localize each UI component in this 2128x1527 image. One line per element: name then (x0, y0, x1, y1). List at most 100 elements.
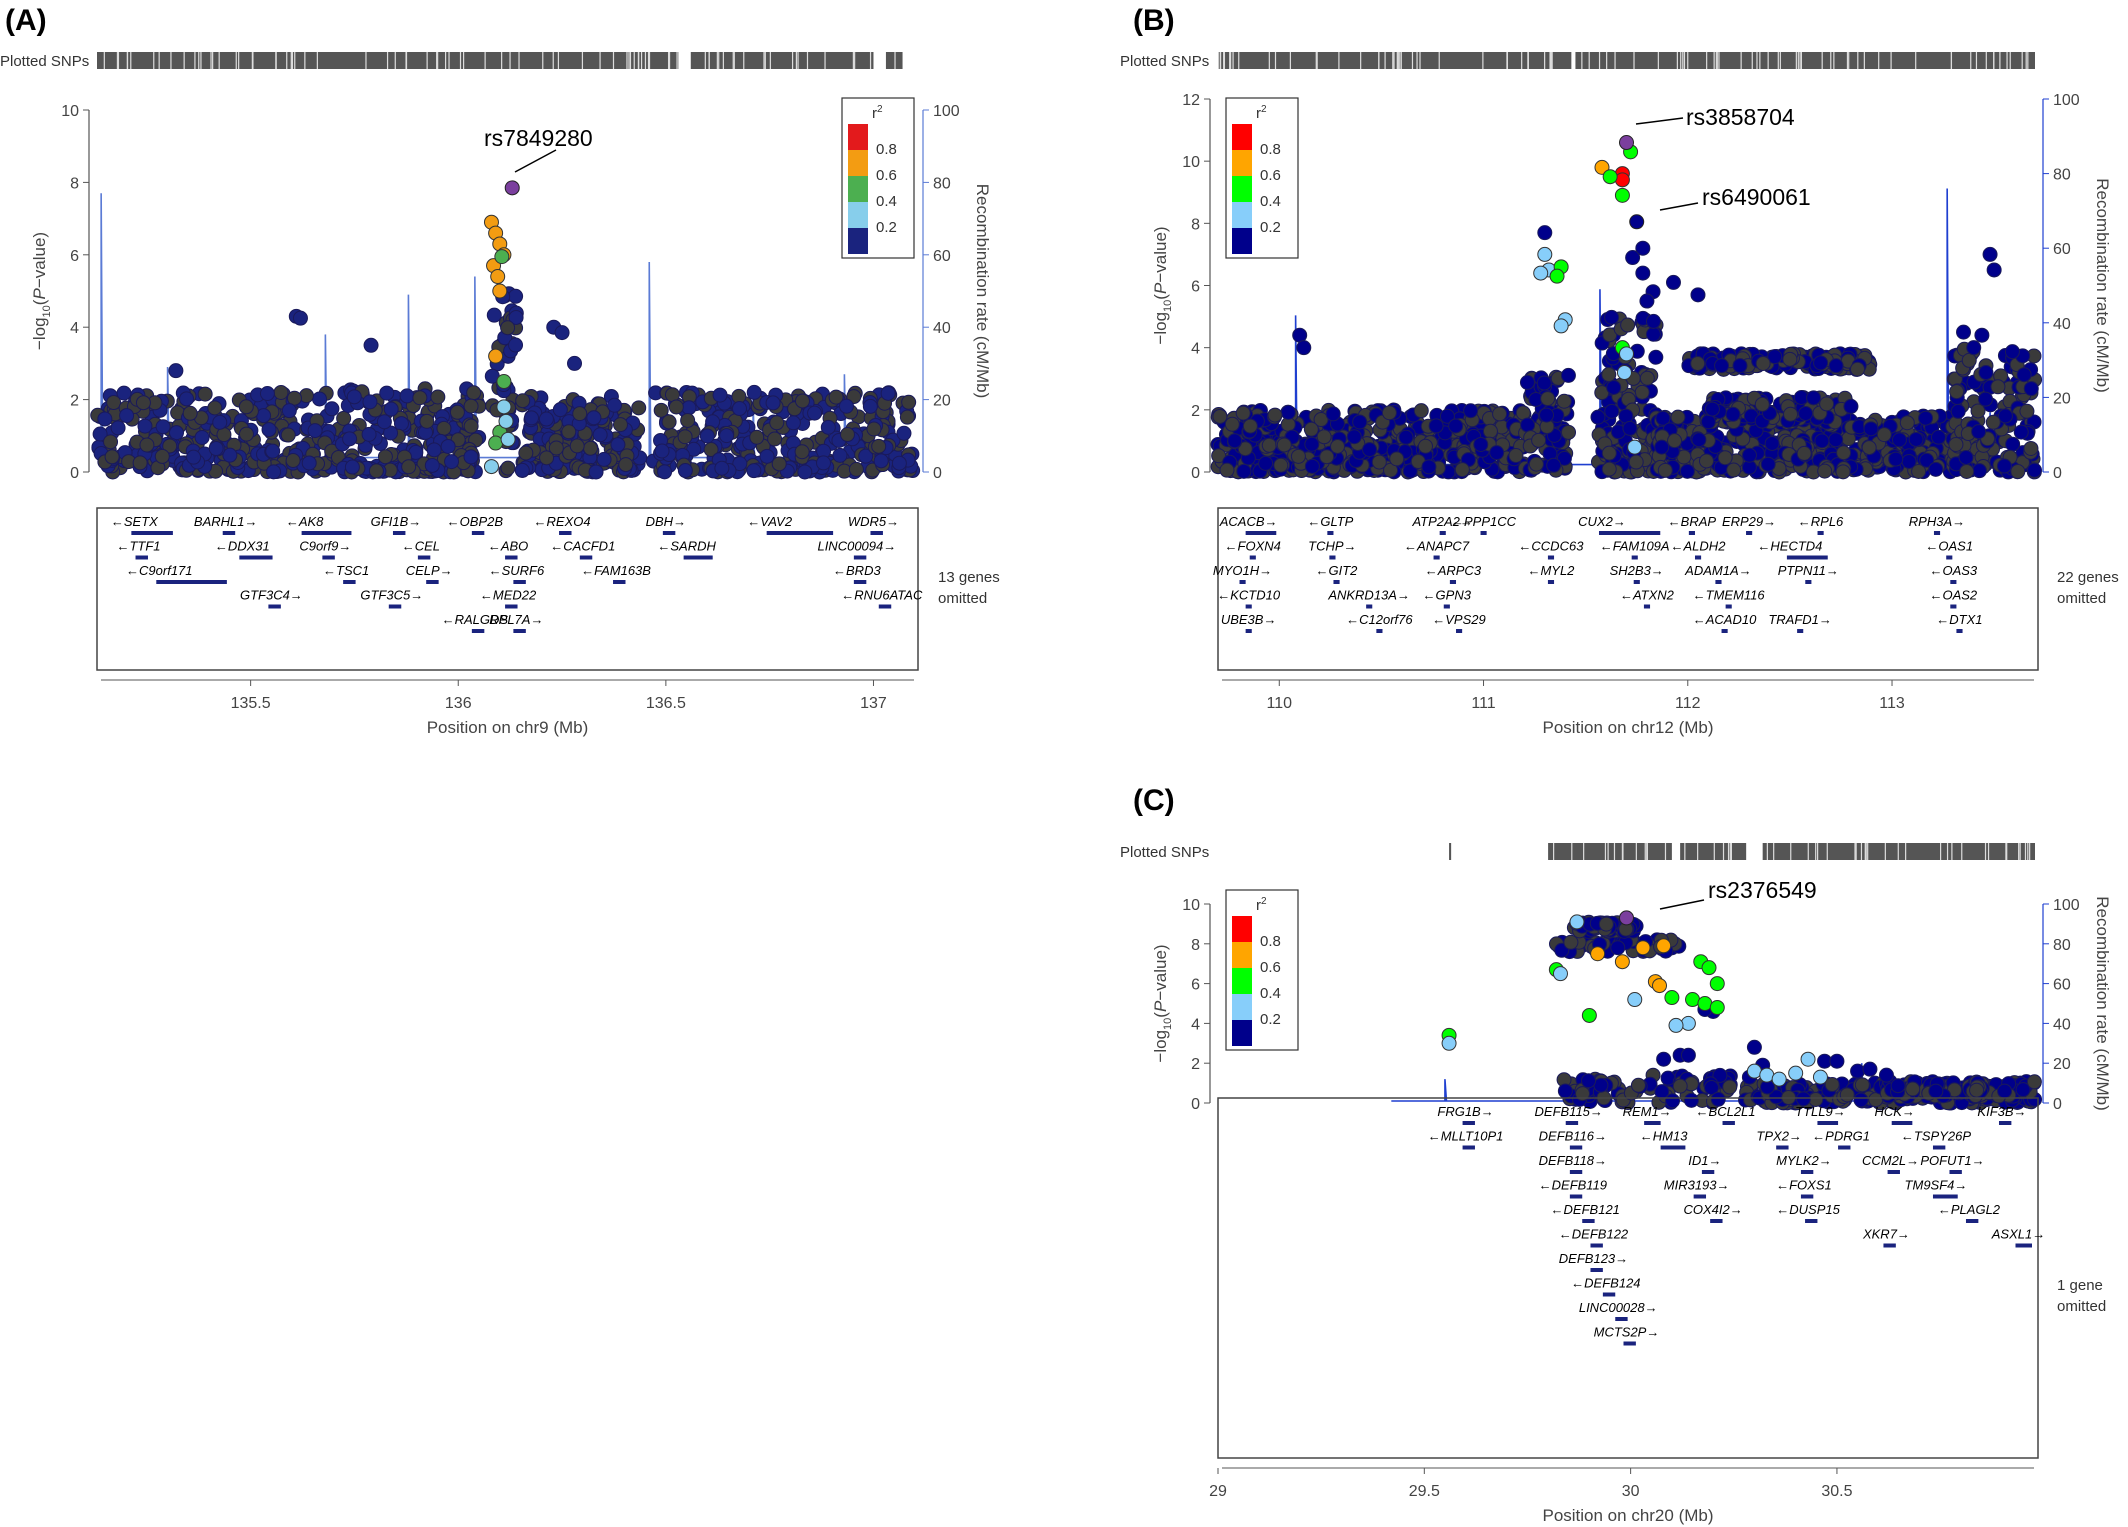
snp-density-gap (1985, 52, 1987, 69)
gene-label: ←PDRG1 (1812, 1129, 1870, 1144)
snp-point (1261, 437, 1277, 453)
gene-body (1602, 1292, 1616, 1297)
snp-point (1863, 421, 1879, 437)
snp-point (1267, 407, 1283, 423)
gene-label: ←FOXS1 (1776, 1178, 1832, 1193)
gene-label: ←TSC1 (323, 563, 369, 578)
snp-density-gap (1697, 843, 1699, 860)
gene-body (1547, 580, 1555, 584)
gene-body (1701, 1170, 1715, 1174)
snp-density-gap (1268, 52, 1270, 69)
snp-point (1421, 459, 1437, 475)
panel-b: Plotted SNPs 0 2 4 6 8 10 12 0 20 40 60 80 100 −log10(… (1120, 52, 2119, 737)
y-tick-label: 8 (1191, 216, 1200, 233)
legend-swatch (1232, 124, 1252, 150)
snp-density-gap (2018, 843, 2020, 860)
legend-swatch (1232, 202, 1252, 228)
snp-point-highlight (1614, 187, 1630, 203)
snp-point (1971, 424, 1987, 440)
snp-point-highlight (1552, 966, 1568, 982)
snp-point (377, 449, 393, 465)
snp-point-highlight (1614, 172, 1630, 188)
gene-body (1590, 1243, 1603, 1248)
snp-point-highlight (1602, 169, 1618, 185)
snp-density-gap (733, 52, 735, 69)
gene-body (513, 580, 526, 584)
snp-point (179, 391, 195, 407)
snp-density-gap (304, 52, 306, 69)
snp-point (1691, 432, 1707, 448)
gene-label: C9orf9→ (299, 539, 351, 554)
snp-point-highlight (1569, 914, 1585, 930)
snp-density-gap (1815, 843, 1817, 860)
snp-point (261, 422, 277, 438)
legend-break-label: 0.6 (876, 167, 897, 184)
snp-density-gap (2006, 52, 2008, 69)
y-tick-label: 10 (1182, 154, 1200, 171)
snp-point (654, 443, 670, 459)
snp-point (1704, 401, 1720, 417)
snp-density-gap (1360, 52, 1362, 69)
gene-label: FRG1B→ (1437, 1104, 1493, 1119)
snp-point (1908, 431, 1924, 447)
snp-density-gap (854, 52, 856, 69)
snp-point (592, 427, 608, 443)
gene-label: ←DEFB119 (1539, 1178, 1607, 1193)
gene-label: DBH→ (646, 514, 686, 529)
snp-point (463, 449, 479, 465)
gene-body (1721, 629, 1728, 633)
panel-letter-a: (A) (5, 4, 47, 37)
snp-density-gap (1855, 843, 1857, 860)
snp-point (1303, 421, 1319, 437)
gene-label: MYLK2→ (1776, 1153, 1832, 1168)
y2-tick-label: 20 (2053, 1056, 2071, 1073)
gene-body (513, 629, 526, 633)
snp-point (714, 460, 730, 476)
gene-body (1569, 1145, 1583, 1150)
snp-point (1389, 451, 1405, 467)
snp-point (1950, 403, 1966, 419)
gene-label: ←BCL2L1 (1696, 1104, 1756, 1119)
snp-density-gap (437, 52, 439, 69)
snp-density-gap (1790, 843, 1792, 860)
snp-point (862, 398, 878, 414)
y2-tick-label: 100 (2053, 92, 2080, 109)
snp-point-highlight (1656, 938, 1672, 954)
snp-density-gap (462, 52, 465, 69)
panel-a: Plotted SNPs0246810020406080100−log10(P−… (0, 52, 1000, 737)
snp-point (449, 404, 465, 420)
snp-density-gap (1416, 52, 1418, 69)
snp-point (2013, 424, 2029, 440)
snp-point (767, 431, 783, 447)
plotted-snps-label: Plotted SNPs (1120, 844, 1209, 861)
x-tick-label: 137 (860, 695, 887, 712)
snp-point-highlight (1697, 996, 1713, 1011)
gene-body (1660, 1145, 1686, 1150)
y2-tick-label: 80 (2053, 937, 2071, 954)
snp-point (1639, 293, 1655, 309)
snp-density-gap (1830, 52, 1832, 69)
snp-density-gap (626, 52, 628, 69)
legend-swatch (1232, 228, 1252, 254)
snp-point (1969, 1082, 1985, 1098)
snp-point (342, 431, 358, 447)
snp-point (486, 307, 502, 323)
y-axis-label: −log10(P−value) (1151, 226, 1174, 344)
snp-density-gap (316, 52, 318, 69)
snp-point (426, 442, 442, 458)
y-tick-label: 2 (1191, 1056, 1200, 1073)
snp-point (1698, 453, 1714, 469)
snp-point (607, 397, 623, 413)
gene-body (1883, 1243, 1896, 1248)
gene-body (426, 580, 439, 584)
snp-point (265, 443, 281, 459)
snp-point (1679, 463, 1695, 479)
x-tick-label: 135.5 (231, 695, 271, 712)
gene-body (1715, 580, 1722, 584)
snp-density-gap (743, 52, 745, 69)
snp-density-gap (484, 52, 486, 69)
gene-body (1433, 555, 1440, 560)
snp-point (1764, 435, 1780, 451)
snp-density-gap (1817, 843, 1819, 860)
gene-track: FRG1B→ DEFB115→ REM1→ ←BCL2L1 TTLL9→ HCK→ KIF3… (1217, 1097, 2106, 1459)
